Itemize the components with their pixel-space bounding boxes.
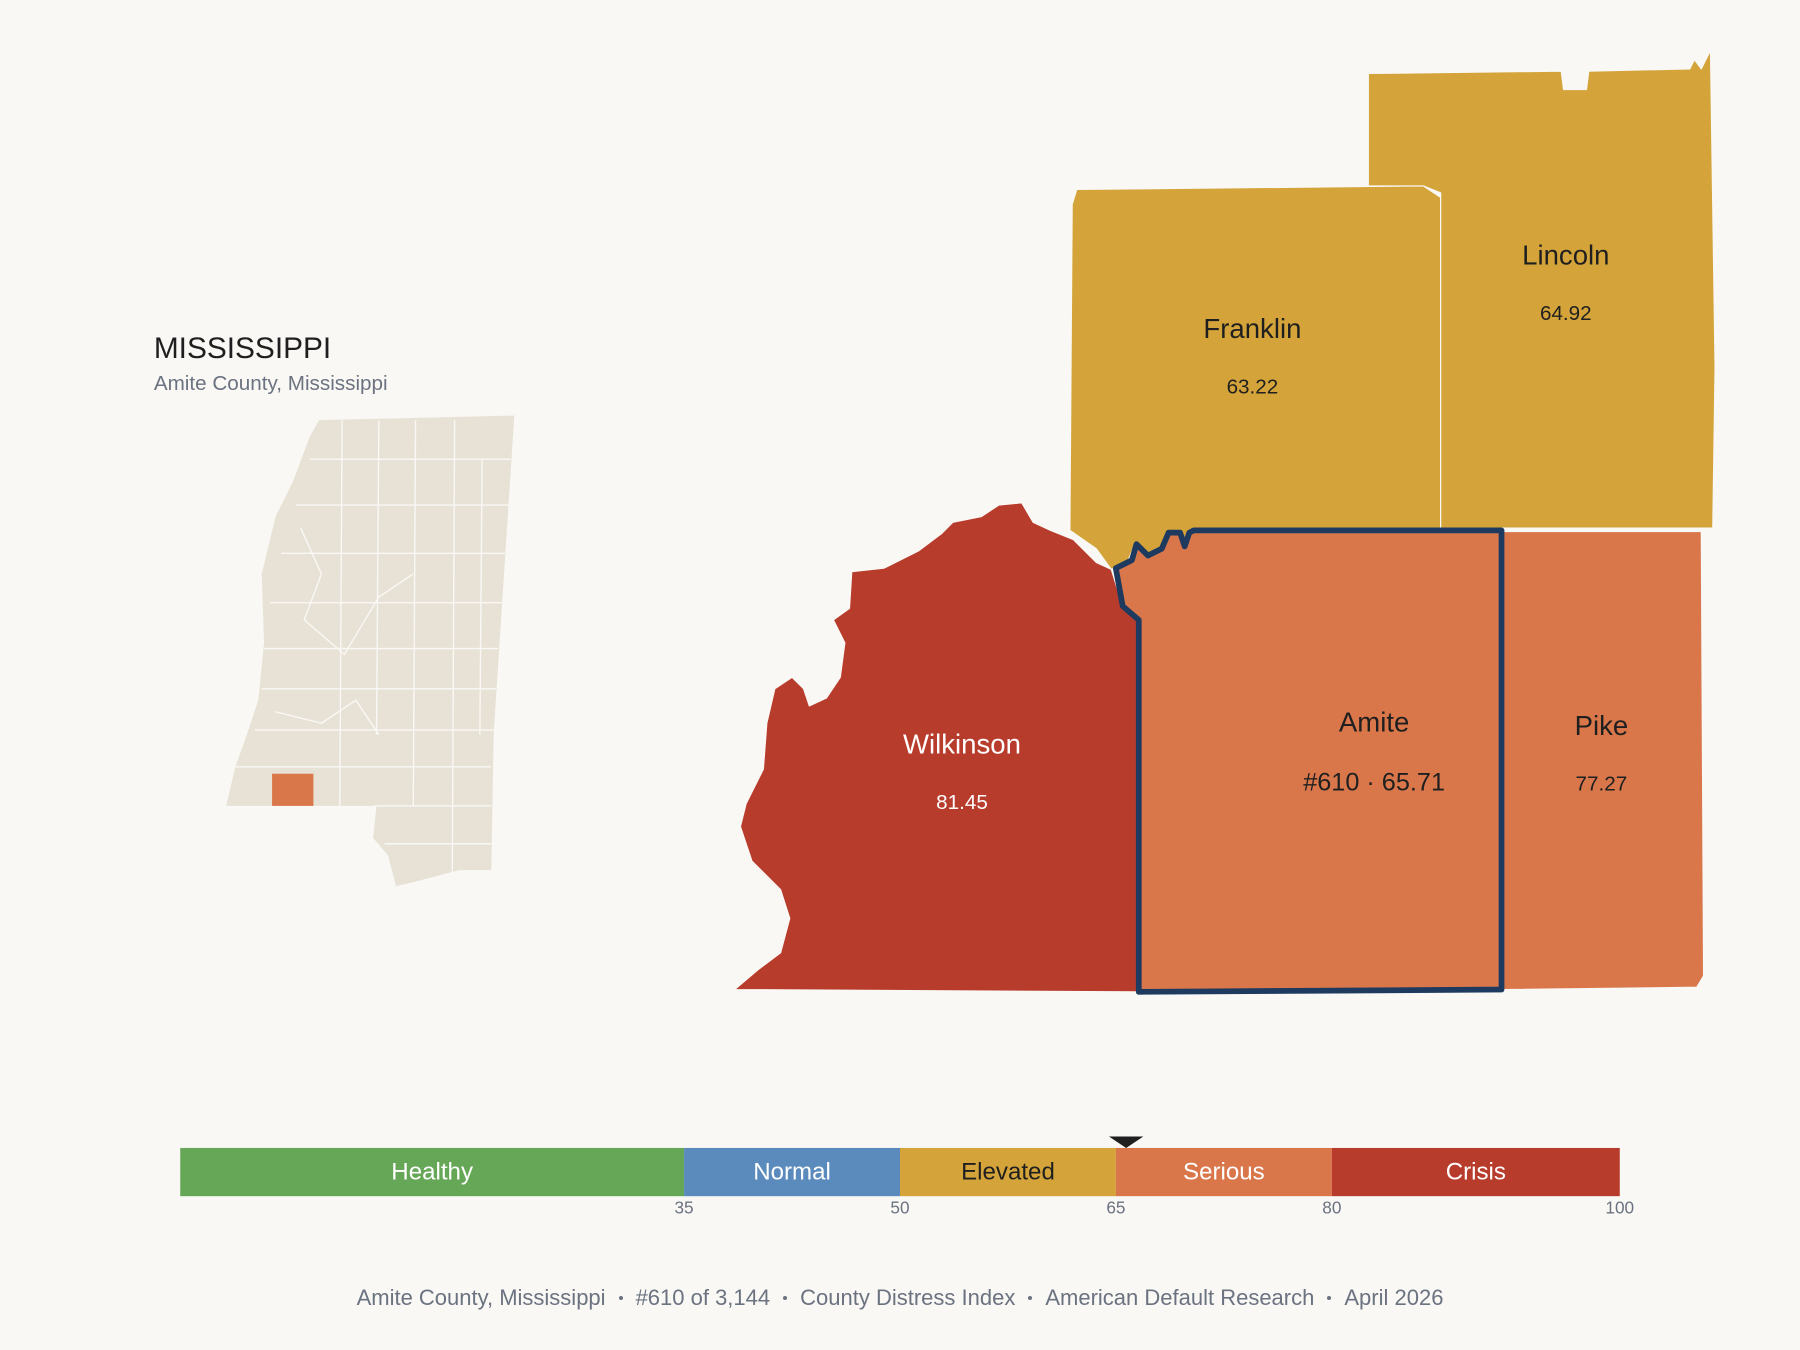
county-shape bbox=[1367, 49, 1716, 529]
scale-band bbox=[684, 1147, 900, 1197]
state-locator bbox=[226, 415, 515, 887]
county-name: Wilkinson bbox=[903, 728, 1021, 759]
scale-tick-label: 50 bbox=[890, 1197, 909, 1217]
scale-band-label: Crisis bbox=[1446, 1159, 1506, 1186]
locator-highlight bbox=[272, 773, 314, 806]
scale-band bbox=[1115, 1147, 1332, 1197]
scale-band-label: Normal bbox=[753, 1159, 831, 1186]
scale-band bbox=[1331, 1147, 1620, 1197]
footer-item: Amite County, Mississippi bbox=[356, 1285, 606, 1310]
state-subtitle: Amite County, Mississippi bbox=[154, 372, 388, 395]
county-value: 63.22 bbox=[1227, 375, 1279, 398]
scale-band-label: Healthy bbox=[391, 1159, 473, 1186]
footer: Amite County, Mississippi #610 of 3,144 Co… bbox=[0, 1285, 1800, 1311]
scale-tick-label: 100 bbox=[1605, 1197, 1634, 1217]
footer-item: #610 of 3,144 bbox=[635, 1285, 771, 1310]
footer-separator bbox=[783, 1296, 788, 1300]
footer-separator bbox=[618, 1296, 623, 1300]
county-name: Amite bbox=[1339, 707, 1409, 738]
footer-item: County Distress Index bbox=[800, 1285, 1016, 1310]
county-value: 81.45 bbox=[936, 791, 988, 814]
scale-band-label: Serious bbox=[1183, 1159, 1265, 1186]
scale-tick-label: 35 bbox=[674, 1197, 693, 1217]
scale-band-label: Elevated bbox=[961, 1159, 1055, 1186]
footer-separator bbox=[1327, 1296, 1332, 1300]
scale-tick-label: 65 bbox=[1106, 1197, 1125, 1217]
county-shape bbox=[1500, 530, 1705, 991]
state-title: MISSISSIPPI bbox=[154, 332, 331, 365]
state-shape bbox=[226, 415, 515, 887]
county-name: Franklin bbox=[1203, 313, 1301, 344]
county-borders bbox=[235, 420, 511, 873]
county-value: 64.92 bbox=[1540, 302, 1592, 325]
scale-band bbox=[900, 1147, 1116, 1197]
footer-item: April 2026 bbox=[1344, 1285, 1444, 1310]
county-value: 77.27 bbox=[1576, 773, 1628, 796]
county-shape bbox=[1112, 527, 1505, 995]
scale-marker bbox=[1108, 1136, 1144, 1148]
footer-separator bbox=[1028, 1296, 1033, 1300]
county-value: #610 · 65.71 bbox=[1303, 769, 1445, 797]
county-name: Pike bbox=[1575, 710, 1629, 741]
county-shape bbox=[734, 502, 1140, 993]
scale-tick-label: 80 bbox=[1322, 1197, 1341, 1217]
county-name: Lincoln bbox=[1522, 239, 1609, 270]
scale-band bbox=[180, 1147, 685, 1197]
footer-item: American Default Research bbox=[1045, 1285, 1315, 1310]
